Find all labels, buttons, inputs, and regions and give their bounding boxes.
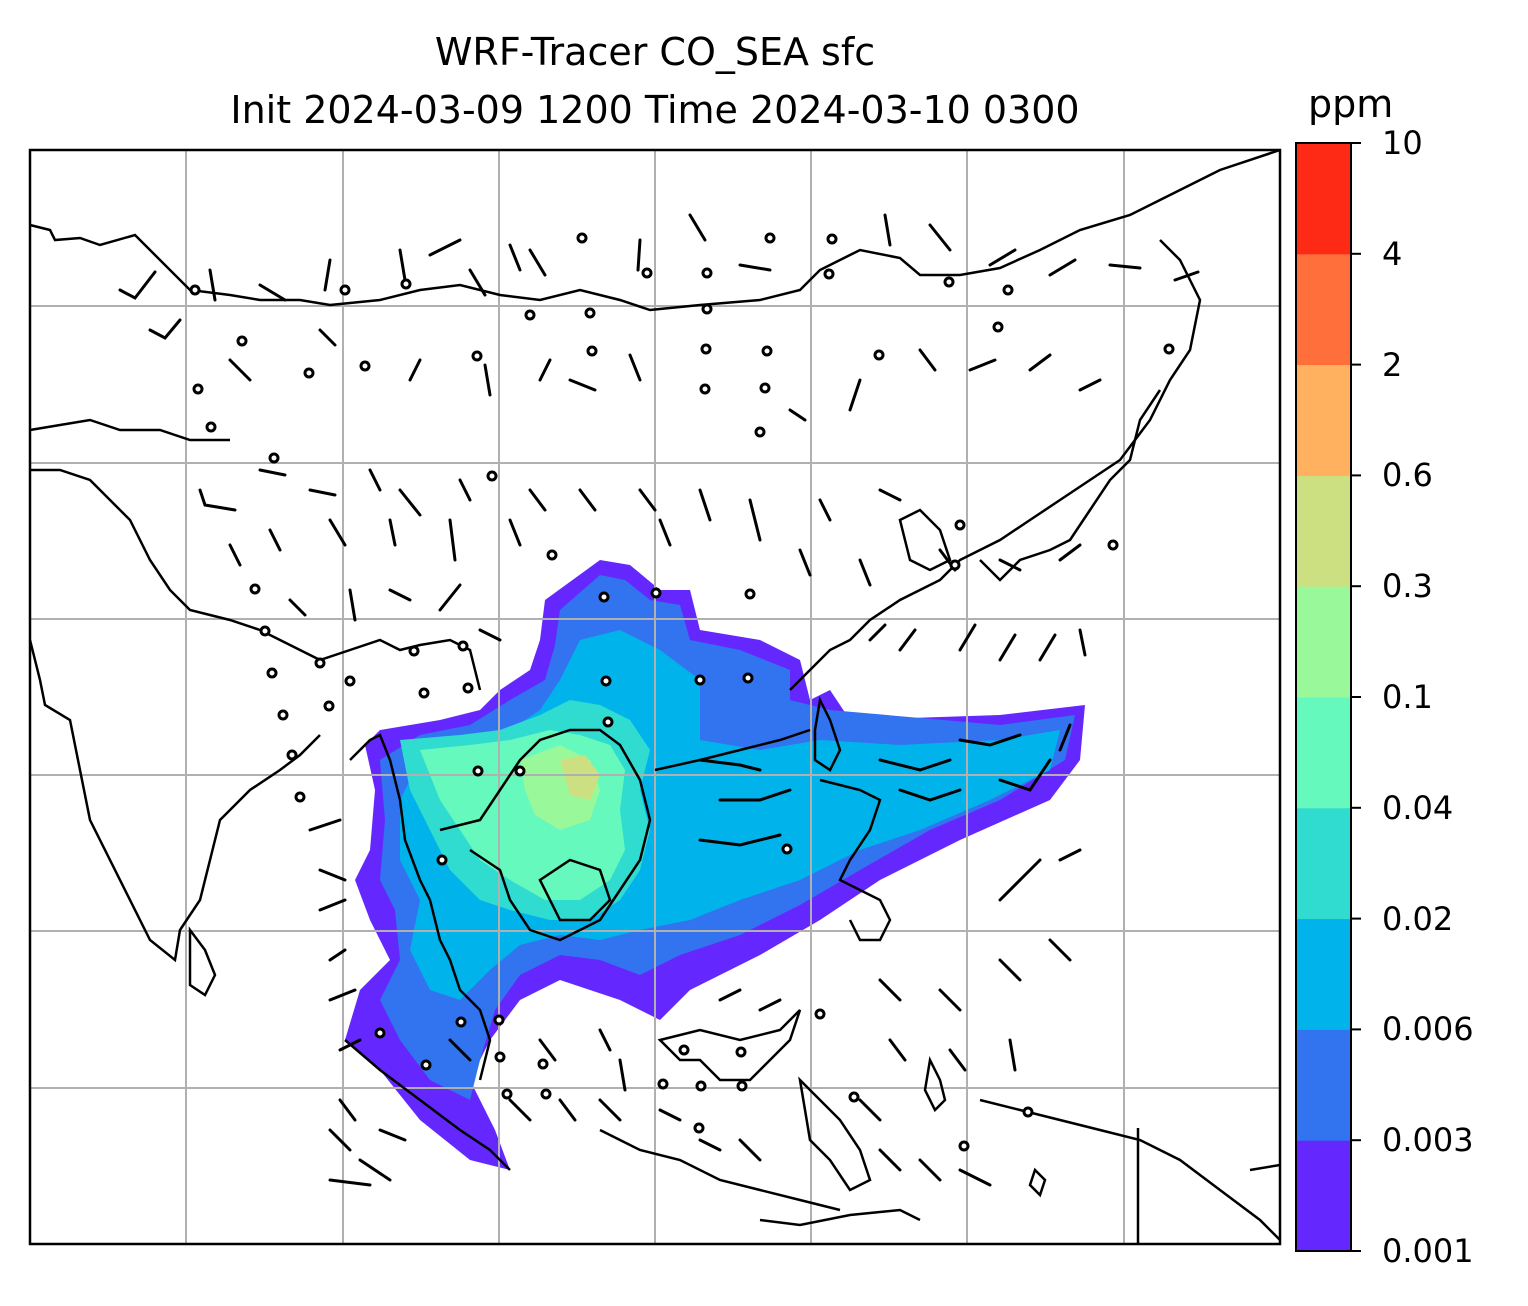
colorbar-tick-label: 0.04 bbox=[1382, 788, 1454, 827]
colorbar-tick-label: 0.6 bbox=[1382, 456, 1433, 495]
colorbar-tick-label: 10 bbox=[1382, 124, 1423, 162]
colorbar-band bbox=[1296, 918, 1351, 1030]
colorbar-bands bbox=[1296, 143, 1351, 1252]
map-title-line1: WRF-Tracer CO_SEA sfc bbox=[434, 30, 876, 74]
coastlines bbox=[28, 148, 1281, 1244]
calm-markers bbox=[189, 232, 1175, 1152]
colorbar-band bbox=[1296, 143, 1351, 255]
colorbar-tick-label: 0.001 bbox=[1382, 1232, 1474, 1270]
map-title-line2: Init 2024-03-09 1200 Time 2024-03-10 030… bbox=[230, 88, 1080, 132]
colorbar-ticks bbox=[1351, 142, 1361, 1252]
colorbar-tick-label: 0.003 bbox=[1382, 1121, 1474, 1160]
colorbar-band bbox=[1296, 1140, 1351, 1252]
colorbar-band bbox=[1296, 697, 1351, 809]
colorbar-band bbox=[1296, 253, 1351, 366]
colorbar-tick-label: 0.3 bbox=[1382, 567, 1433, 606]
wind-barbs bbox=[118, 213, 1200, 1187]
colorbar-tick-label: 0.02 bbox=[1382, 899, 1454, 938]
map-frame bbox=[28, 148, 1282, 1246]
colorbar-band bbox=[1296, 475, 1351, 587]
colorbar-unit-label: ppm bbox=[1308, 82, 1394, 126]
colorbar-tick-label: 2 bbox=[1382, 345, 1403, 384]
colorbar bbox=[1295, 142, 1361, 1252]
colorbar-tick-label: 0.1 bbox=[1382, 678, 1433, 716]
map-panel bbox=[28, 148, 1282, 1246]
colorbar-band bbox=[1296, 364, 1351, 476]
colorbar-tick-label: 4 bbox=[1382, 234, 1403, 273]
lat-lon-grid bbox=[30, 150, 1280, 1244]
colorbar-tick-label: 0.006 bbox=[1382, 1010, 1474, 1049]
colorbar-band bbox=[1296, 1029, 1351, 1141]
colorbar-band bbox=[1296, 807, 1351, 920]
colorbar-band bbox=[1296, 586, 1351, 698]
